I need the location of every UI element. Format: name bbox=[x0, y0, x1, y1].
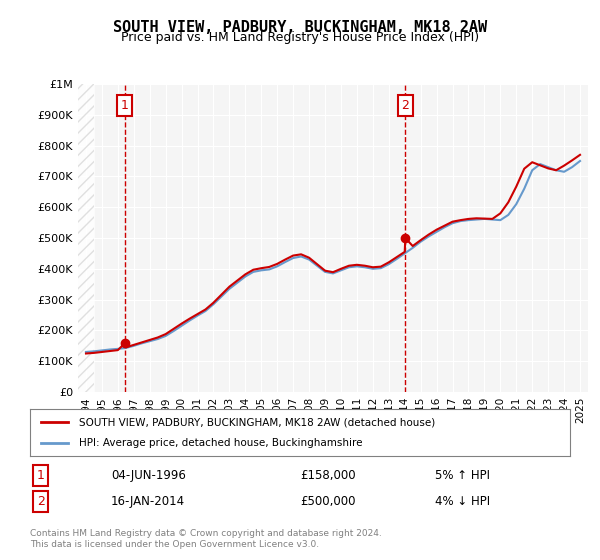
Text: £158,000: £158,000 bbox=[300, 469, 356, 482]
Text: SOUTH VIEW, PADBURY, BUCKINGHAM, MK18 2AW: SOUTH VIEW, PADBURY, BUCKINGHAM, MK18 2A… bbox=[113, 20, 487, 35]
Text: £500,000: £500,000 bbox=[300, 495, 355, 508]
Text: Contains HM Land Registry data © Crown copyright and database right 2024.
This d: Contains HM Land Registry data © Crown c… bbox=[30, 529, 382, 549]
Text: 16-JAN-2014: 16-JAN-2014 bbox=[111, 495, 185, 508]
Text: 1: 1 bbox=[121, 99, 128, 112]
Text: 2: 2 bbox=[401, 99, 409, 112]
Text: 04-JUN-1996: 04-JUN-1996 bbox=[111, 469, 186, 482]
Bar bbox=[78, 84, 94, 392]
Text: HPI: Average price, detached house, Buckinghamshire: HPI: Average price, detached house, Buck… bbox=[79, 438, 362, 448]
Text: 2: 2 bbox=[37, 495, 45, 508]
Bar bbox=[78, 84, 94, 392]
Text: Price paid vs. HM Land Registry's House Price Index (HPI): Price paid vs. HM Land Registry's House … bbox=[121, 31, 479, 44]
Text: SOUTH VIEW, PADBURY, BUCKINGHAM, MK18 2AW (detached house): SOUTH VIEW, PADBURY, BUCKINGHAM, MK18 2A… bbox=[79, 417, 435, 427]
Text: 5% ↑ HPI: 5% ↑ HPI bbox=[435, 469, 490, 482]
Text: 1: 1 bbox=[37, 469, 45, 482]
Text: 4% ↓ HPI: 4% ↓ HPI bbox=[435, 495, 490, 508]
